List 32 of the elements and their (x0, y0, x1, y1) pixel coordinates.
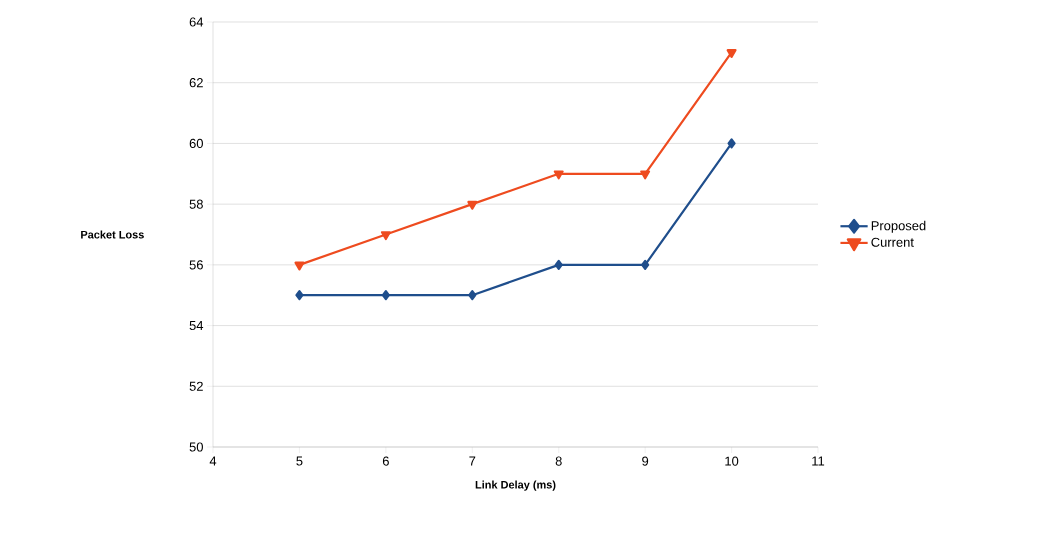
x-tick-label: 4 (209, 456, 217, 466)
x-tick-label: 6 (382, 456, 389, 466)
x-tick-label: 9 (642, 456, 649, 466)
y-tick-label: 64 (189, 17, 204, 27)
x-tick-label: 8 (555, 456, 562, 466)
y-tick-label: 52 (189, 381, 203, 391)
point (294, 261, 305, 271)
legend-label: Current (871, 237, 914, 247)
x-axis-title: Link Delay (ms) (475, 480, 556, 491)
point (380, 231, 391, 241)
x-tick-label: 7 (469, 456, 476, 466)
point (468, 290, 477, 301)
x-tick-label: 11 (812, 456, 825, 466)
x-tick-label: 10 (725, 456, 739, 466)
y-tick-label: 58 (189, 199, 203, 209)
x-tick-label: 5 (296, 456, 303, 466)
y-tick-label: 54 (189, 321, 204, 331)
point (295, 290, 304, 301)
point (553, 170, 564, 180)
point (640, 170, 651, 180)
point (727, 138, 736, 149)
point (641, 259, 650, 270)
point (726, 49, 737, 58)
y-tick-label: 50 (189, 442, 203, 452)
point (554, 259, 563, 270)
point (467, 200, 478, 210)
y-tick-label: 60 (189, 138, 203, 149)
legend-label: Proposed (871, 220, 926, 233)
y-tick-label: 56 (189, 260, 203, 270)
y-tick-label: 62 (189, 78, 203, 88)
y-axis-title: Packet Loss (81, 230, 144, 239)
point (381, 290, 390, 301)
